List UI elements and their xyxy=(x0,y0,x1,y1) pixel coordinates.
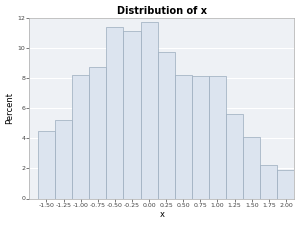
Bar xyxy=(89,68,106,198)
Bar xyxy=(260,165,277,198)
Bar xyxy=(243,137,260,198)
Bar xyxy=(72,75,89,198)
Bar xyxy=(38,131,55,198)
Bar xyxy=(226,114,243,198)
Bar xyxy=(106,27,123,198)
Title: Distribution of x: Distribution of x xyxy=(117,6,207,16)
Bar xyxy=(123,31,140,198)
Bar xyxy=(277,170,294,198)
Bar xyxy=(192,76,209,198)
Bar xyxy=(140,22,158,198)
Bar xyxy=(209,76,226,198)
Bar xyxy=(175,75,192,198)
X-axis label: x: x xyxy=(159,210,164,219)
Y-axis label: Percent: Percent xyxy=(6,92,15,124)
Bar xyxy=(158,52,175,198)
Bar xyxy=(55,120,72,198)
